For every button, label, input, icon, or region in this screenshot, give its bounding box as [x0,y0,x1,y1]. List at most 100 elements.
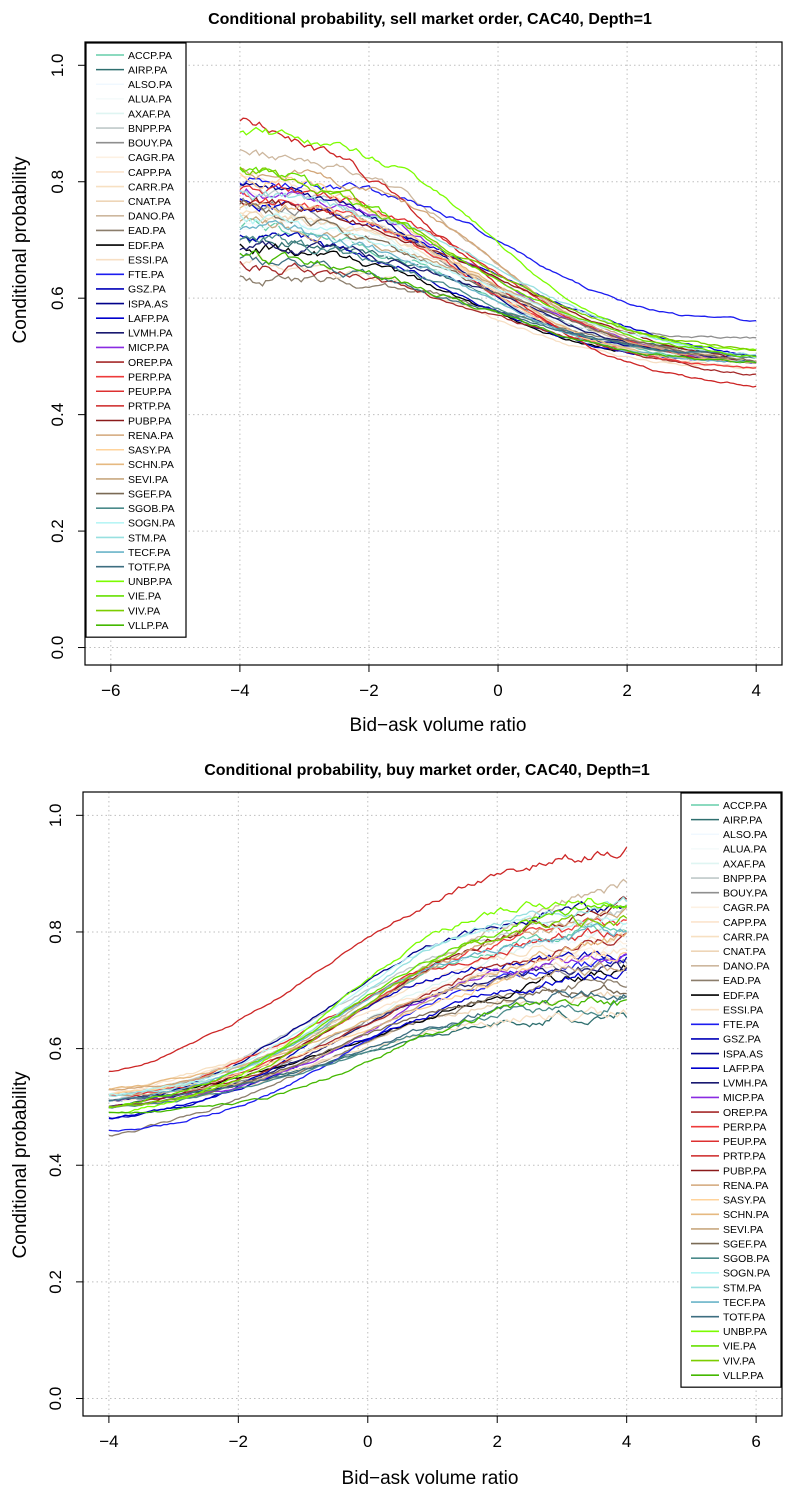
x-tick-label: 4 [751,681,760,700]
legend-label: ALUA.PA [128,94,172,106]
legend-label: OREP.PA [723,1107,768,1119]
legend-label: LAFP.PA [128,313,169,325]
y-tick-label: 0.6 [48,286,67,310]
legend-label: VLLP.PA [723,1370,763,1382]
x-tick-label: −6 [101,681,120,700]
y-axis: 0.0 0.2 0.4 0.6 0.8 1.0 [46,804,83,1411]
y-tick-label: 1.0 [46,804,65,828]
series-line-viv-pa [108,913,628,1108]
legend-label: SOGN.PA [723,1268,770,1280]
plot-frame [82,791,783,1417]
y-tick-label: 0.2 [46,1270,65,1294]
legend-label: ACCP.PA [723,800,767,812]
series-line-lafp-pa [108,969,627,1120]
legend-label: SGOB.PA [723,1253,770,1265]
legend-label: FTE.PA [128,269,164,281]
legend-label: GSZ.PA [723,1034,761,1046]
legend-label: PERP.PA [128,371,171,383]
legend-label: DANO.PA [128,211,174,223]
x-axis-label: Bid−ask volume ratio [350,715,527,736]
legend-label: EAD.PA [128,225,166,237]
legend-label: LAFP.PA [723,1063,764,1075]
legend-label: SCHN.PA [723,1209,769,1221]
legend-label: ALSO.PA [723,829,767,841]
legend-label: BNPP.PA [723,873,766,885]
y-tick-label: 0.0 [46,1387,65,1411]
legend-label: VIE.PA [723,1341,756,1353]
legend-label: CAGR.PA [128,152,174,164]
legend-label: AXAF.PA [128,108,170,120]
series-line-sevi-pa [239,215,757,364]
y-axis-label: Conditional probability [10,156,31,343]
legend-label: VIV.PA [128,605,160,617]
legend: ACCP.PA AIRP.PA ALSO.PA ALUA.PA AXAF.PA BNPP.… [680,792,782,1388]
x-tick-label: −4 [230,681,249,700]
y-tick-label: 0.6 [46,1037,65,1061]
chart-title: Conditional probability, buy market orde… [204,762,650,779]
x-tick-label: 6 [751,1432,760,1451]
legend-label: OREP.PA [128,357,173,369]
series-line-stm-pa [239,190,757,356]
series-line-sgob-pa [108,995,628,1109]
chart-title: Conditional probability, sell market ord… [208,11,652,28]
legend-label: BOUY.PA [128,138,173,150]
y-tick-label: 0.0 [48,636,67,660]
legend-label: SEVI.PA [128,474,168,486]
legend-label: PRTP.PA [723,1151,766,1163]
plot-frame [84,41,783,666]
series-line-sevi-pa [108,962,628,1097]
legend-label: PERP.PA [723,1121,766,1133]
legend-label: AIRP.PA [723,814,762,826]
legend-label: VIE.PA [128,591,161,603]
legend-label: CNAT.PA [128,196,171,208]
legend-label: LVMH.PA [723,1078,768,1090]
legend-label: AXAF.PA [723,858,765,870]
x-tick-label: 2 [622,681,631,700]
legend-label: ALSO.PA [128,79,172,91]
legend-label: AIRP.PA [128,64,167,76]
series-line-rena-pa [108,907,628,1091]
y-tick-label: 0.4 [48,403,67,427]
legend-label: EDF.PA [128,240,164,252]
y-tick-label: 0.8 [46,920,65,944]
series-line-perp-pa [108,917,627,1097]
legend-label: ISPA.AS [128,298,168,310]
legend-label: SCHN.PA [128,459,174,471]
series-line-orep-pa [239,260,757,376]
legend-label: STM.PA [128,532,166,544]
legend-label: SGOB.PA [128,503,175,515]
series-line-vie-pa [108,903,627,1109]
legend-label: CARR.PA [128,181,174,193]
legend-label: MICP.PA [128,342,169,354]
series-line-tecf-pa [108,922,627,1102]
legend-label: ESSI.PA [128,254,168,266]
x-tick-label: 4 [622,1432,631,1451]
series-line-unbp-pa [239,126,757,351]
x-tick-label: 0 [493,681,502,700]
legend-label: TOTF.PA [723,1312,765,1324]
series-line-vie-pa [239,166,757,358]
series-line-viv-pa [239,166,757,352]
x-axis: −6 −4 −2 0 2 4 [101,665,761,700]
legend: ACCP.PA AIRP.PA ALSO.PA ALUA.PA AXAF.PA BNPP.… [85,42,187,638]
legend-label: SGEF.PA [128,488,172,500]
x-tick-label: −2 [359,681,378,700]
series-line-pubp-pa [239,196,757,364]
legend-label: CARR.PA [723,931,769,943]
series-line-stm-pa [108,896,628,1097]
y-tick-label: 1.0 [48,53,67,77]
legend-label: SEVI.PA [723,1224,763,1236]
legend-label: TECF.PA [723,1297,765,1309]
legend-label: MICP.PA [723,1092,764,1104]
series-line-vllp-pa [239,250,757,364]
legend-label: VLLP.PA [128,620,168,632]
x-tick-label: 0 [363,1432,372,1451]
series-line-axaf-pa [239,201,757,364]
y-axis-label: Conditional probability [10,1071,31,1258]
legend-label: ISPA.AS [723,1048,763,1060]
chart-sell-market-order: Conditional probability, sell market ord… [10,11,783,736]
legend-label: DANO.PA [723,961,769,973]
legend-label: TOTF.PA [128,562,170,574]
x-tick-label: −4 [99,1432,118,1451]
